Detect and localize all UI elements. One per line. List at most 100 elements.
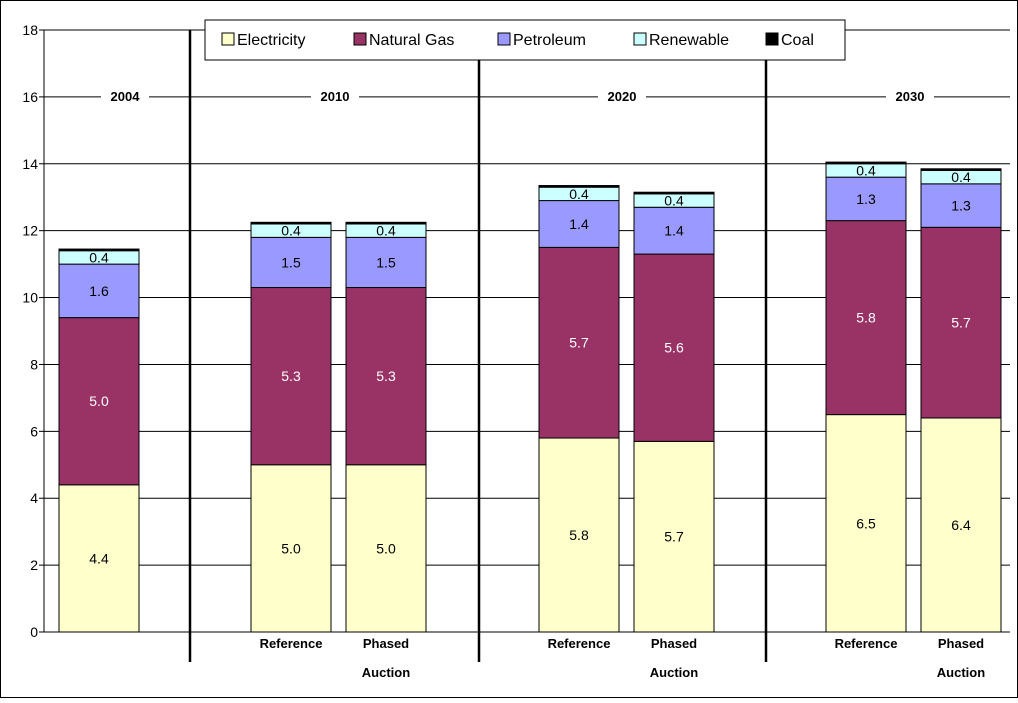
bar-segment-petroleum (250, 236, 332, 289)
bar-segment-natural-gas (825, 220, 907, 416)
bar-segment-petroleum (538, 200, 620, 248)
data-label: 5.0 (281, 540, 301, 556)
bar-segment-electricity (250, 464, 332, 633)
group-label: 2010 (321, 89, 350, 104)
data-label: 5.7 (664, 529, 684, 545)
x-category-label: Phased (363, 636, 409, 651)
data-label: 5.0 (376, 540, 396, 556)
legend-label: Renewable (649, 32, 729, 49)
y-tick-label: 6 (30, 423, 38, 439)
data-label: 1.3 (951, 198, 971, 214)
bar-segment-natural-gas (920, 226, 1002, 419)
data-label: 0.4 (856, 162, 876, 178)
data-label: 1.4 (664, 223, 684, 239)
data-label: 1.5 (376, 254, 396, 270)
x-category-label: Phased (651, 636, 697, 651)
bar-segment-petroleum (345, 236, 427, 289)
group-label-bg (598, 86, 646, 104)
y-tick-label: 10 (22, 290, 38, 306)
group-separators (188, 30, 768, 662)
y-tick-label: 0 (30, 624, 38, 640)
bar-segment-natural-gas (58, 317, 140, 486)
bar-segment-electricity (825, 414, 907, 633)
x-category-label: Reference (835, 636, 898, 651)
bar-segment-electricity (538, 437, 620, 633)
x-category-label-line2: Auction (650, 665, 698, 680)
axes: 0 2 4 6 8 10 12 14 16 18 Reference Phased Auction Ref… (22, 22, 1010, 680)
group-labels: 2004 2010 2020 2030 (101, 86, 934, 104)
bar-segment-natural-gas (250, 287, 332, 466)
y-tick-label: 16 (22, 89, 38, 105)
bar-segment-coal (58, 248, 140, 252)
data-label: 5.6 (664, 340, 684, 356)
bar-segment-coal (633, 191, 715, 195)
bar-segment-electricity (58, 484, 140, 633)
bars: 4.4 5.0 1.6 0.4 5.0 5.3 1.5 0.4 5.0 5.3 1.5 0.4 5.8 5… (58, 161, 1002, 633)
x-category-label-line2: Auction (362, 665, 410, 680)
data-label: 4.4 (89, 550, 109, 566)
data-label: 1.3 (856, 191, 876, 207)
legend-label: Coal (781, 32, 814, 49)
data-label: 5.8 (569, 527, 589, 543)
data-label: 5.3 (281, 368, 301, 384)
bar-segment-coal (250, 221, 332, 225)
group-label-bg (886, 86, 934, 104)
data-label: 1.6 (89, 283, 109, 299)
group-label-bg (311, 86, 359, 104)
data-label: 1.5 (281, 254, 301, 270)
legend-swatch-renewable (633, 32, 647, 46)
group-label: 2030 (896, 89, 925, 104)
data-label: 5.3 (376, 368, 396, 384)
legend: Electricity Natural Gas Petroleum Renewable… (204, 19, 846, 61)
group-label: 2004 (111, 89, 141, 104)
y-tick-label: 12 (22, 223, 38, 239)
bar-segment-natural-gas (633, 253, 715, 442)
data-label: 0.4 (569, 186, 589, 202)
legend-swatch-petroleum (497, 32, 511, 46)
bar-segment-petroleum (633, 206, 715, 255)
group-label: 2020 (608, 89, 637, 104)
bar-segment-electricity (633, 440, 715, 633)
bar-segment-natural-gas (538, 246, 620, 439)
data-label: 5.0 (89, 393, 109, 409)
data-label: 6.4 (951, 517, 971, 533)
bar-segment-electricity (920, 417, 1002, 633)
data-label: 6.5 (856, 515, 876, 531)
bar-segment-electricity (345, 464, 427, 633)
legend-swatch-coal (765, 32, 779, 46)
bar-segment-coal (538, 185, 620, 188)
legend-label: Petroleum (513, 32, 586, 49)
bar-segment-natural-gas (345, 287, 427, 466)
bar-segment-petroleum (825, 176, 907, 222)
legend-box (204, 19, 846, 61)
bar-segment-coal (920, 168, 1002, 171)
data-label: 5.7 (951, 315, 971, 331)
y-tick-label: 2 (30, 557, 38, 573)
legend-swatch-natural-gas (353, 32, 367, 46)
data-label: 0.4 (376, 223, 396, 239)
legend-label: Electricity (237, 32, 305, 49)
data-label: 0.4 (951, 169, 971, 185)
bar-segment-petroleum (920, 183, 1002, 228)
y-tick-label: 18 (22, 22, 38, 38)
y-tick-label: 14 (22, 156, 38, 172)
data-label: 1.4 (569, 216, 589, 232)
data-label: 0.4 (281, 223, 301, 239)
legend-label: Natural Gas (369, 32, 454, 49)
data-label: 0.4 (89, 249, 109, 265)
data-label: 0.4 (664, 193, 684, 209)
x-category-label: Reference (260, 636, 323, 651)
bar-segment-coal (345, 221, 427, 225)
data-label: 5.8 (856, 310, 876, 326)
legend-swatch-electricity (221, 32, 235, 46)
bar-segment-petroleum (58, 263, 140, 319)
data-label: 5.7 (569, 335, 589, 351)
x-category-label: Reference (548, 636, 611, 651)
bar-segment-coal (825, 161, 907, 165)
x-category-label: Phased (938, 636, 984, 651)
y-tick-label: 4 (30, 490, 38, 506)
group-label-bg (101, 86, 149, 104)
y-tick-label: 8 (30, 356, 38, 372)
